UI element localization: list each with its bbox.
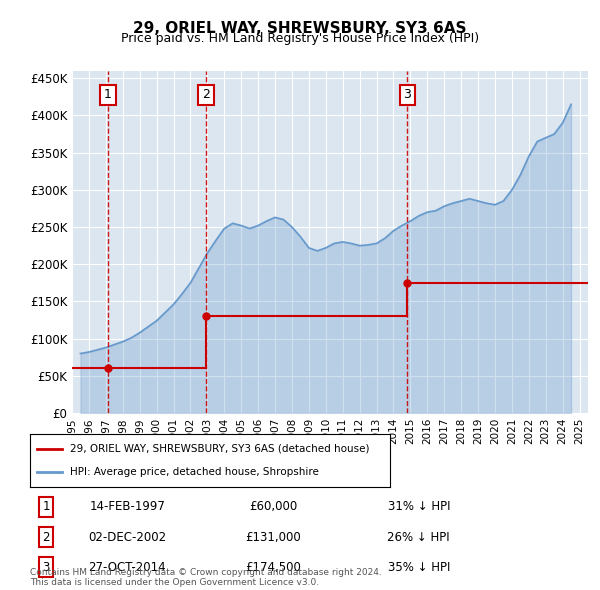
Text: 1: 1: [104, 88, 112, 101]
Text: 31% ↓ HPI: 31% ↓ HPI: [388, 500, 450, 513]
Text: 2: 2: [202, 88, 210, 101]
Text: Price paid vs. HM Land Registry's House Price Index (HPI): Price paid vs. HM Land Registry's House …: [121, 32, 479, 45]
Text: 2: 2: [43, 530, 50, 543]
Text: 29, ORIEL WAY, SHREWSBURY, SY3 6AS (detached house): 29, ORIEL WAY, SHREWSBURY, SY3 6AS (deta…: [70, 444, 369, 454]
Text: £131,000: £131,000: [245, 530, 301, 543]
Text: £174,500: £174,500: [245, 560, 301, 573]
Text: 1: 1: [43, 500, 50, 513]
Text: 02-DEC-2002: 02-DEC-2002: [88, 530, 166, 543]
Text: 14-FEB-1997: 14-FEB-1997: [89, 500, 165, 513]
Text: 3: 3: [404, 88, 412, 101]
Text: Contains HM Land Registry data © Crown copyright and database right 2024.
This d: Contains HM Land Registry data © Crown c…: [30, 568, 382, 587]
Text: 3: 3: [43, 560, 50, 573]
Text: 26% ↓ HPI: 26% ↓ HPI: [388, 530, 450, 543]
Text: 35% ↓ HPI: 35% ↓ HPI: [388, 560, 450, 573]
Text: 27-OCT-2014: 27-OCT-2014: [88, 560, 166, 573]
Text: £60,000: £60,000: [249, 500, 297, 513]
Text: HPI: Average price, detached house, Shropshire: HPI: Average price, detached house, Shro…: [70, 467, 319, 477]
Text: 29, ORIEL WAY, SHREWSBURY, SY3 6AS: 29, ORIEL WAY, SHREWSBURY, SY3 6AS: [133, 21, 467, 35]
